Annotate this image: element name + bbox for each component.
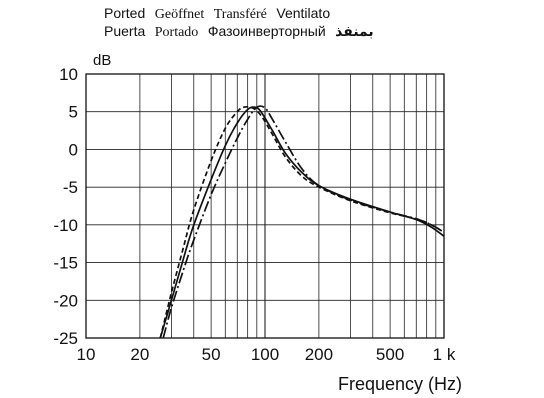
legend-puerta: Puerta bbox=[104, 23, 146, 39]
x-tick-label: 50 bbox=[202, 345, 221, 364]
y-axis-label: dB bbox=[93, 52, 111, 69]
grid bbox=[86, 73, 444, 339]
legend-fazoinvertorny: Фазоинверторный bbox=[207, 23, 326, 39]
y-tick-label: -10 bbox=[53, 216, 78, 235]
legend-portado: Portado bbox=[154, 25, 199, 40]
x-tick-label: 100 bbox=[251, 345, 279, 364]
series-line-solid bbox=[159, 106, 445, 339]
x-tick-label: 1 k bbox=[433, 345, 456, 364]
legend-geoeffnet: Geöffnet bbox=[154, 7, 205, 22]
x-axis-label: Frequency (Hz) bbox=[338, 374, 462, 394]
y-tick-label: -15 bbox=[53, 254, 78, 273]
y-tick-label: -25 bbox=[53, 329, 78, 348]
legend-transfere: Transféré bbox=[213, 7, 267, 22]
legend-ported: Ported bbox=[104, 5, 146, 21]
x-tick-labels: 10 20 50 100 200 500 1 k bbox=[77, 345, 456, 364]
plot-frame bbox=[85, 73, 445, 339]
x-tick-label: 200 bbox=[305, 345, 333, 364]
legend-row-2: Puerta Portado Фазоинверторный بمنفذ bbox=[104, 23, 374, 41]
y-tick-label: -5 bbox=[63, 178, 78, 197]
y-tick-label: 5 bbox=[69, 103, 78, 122]
legend-ventilato: Ventilato bbox=[276, 5, 331, 21]
y-tick-labels: 10 5 0 -5 -10 -15 -20 -25 bbox=[53, 65, 78, 348]
series-line-dashed bbox=[159, 105, 445, 339]
legend-row-1: Ported Geöffnet Transféré Ventilato bbox=[104, 5, 374, 23]
legend-arabic: بمنفذ bbox=[335, 24, 374, 40]
y-tick-label: -20 bbox=[53, 291, 78, 310]
series-lines bbox=[159, 105, 445, 339]
legend: Ported Geöffnet Transféré Ventilato Puer… bbox=[104, 5, 374, 41]
series-line-dashdot bbox=[162, 105, 445, 339]
x-tick-label: 500 bbox=[376, 345, 404, 364]
y-tick-label: 10 bbox=[59, 65, 78, 84]
x-tick-label: 10 bbox=[77, 345, 96, 364]
y-tick-label: 0 bbox=[69, 140, 78, 159]
x-tick-label: 20 bbox=[130, 345, 149, 364]
